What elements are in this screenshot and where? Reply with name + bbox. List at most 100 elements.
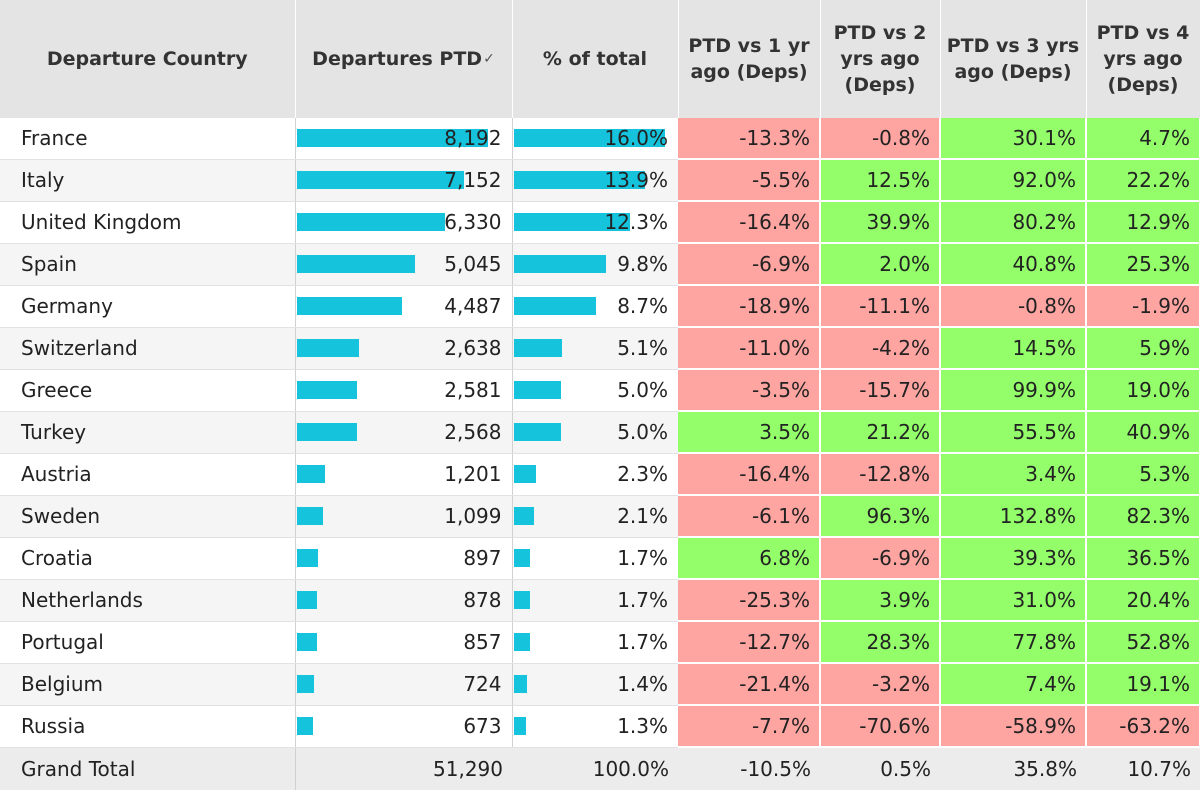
country-cell: Croatia [0, 537, 295, 580]
departures-value: 8,192 [444, 126, 502, 150]
share-value: 1.7% [617, 545, 668, 570]
share-cell: 1.7% [511, 579, 678, 622]
departures-bar [296, 338, 359, 357]
header-ptd-vs-2-yrs[interactable]: PTD vs 2 yrs ago (Deps) [820, 0, 941, 118]
sort-descending-icon[interactable]: ✓ [483, 51, 495, 67]
change-vs3-cell: 55.5% [940, 411, 1087, 454]
departures-bar [296, 170, 464, 189]
departures-value: 878 [463, 587, 502, 612]
country-cell: Netherlands [0, 579, 295, 622]
grand-total-label: Grand Total [0, 746, 296, 790]
country-cell: France [0, 118, 295, 160]
change-vs4-cell: 12.9% [1086, 201, 1200, 244]
grand-total-row: Grand Total 51,290 100.0% -10.5% 0.5% 35… [0, 746, 1200, 790]
change-vs1-cell: -7.7% [678, 705, 821, 748]
change-vs2-cell: -15.7% [820, 369, 941, 412]
share-bar [513, 632, 530, 651]
change-vs1-cell: -16.4% [678, 453, 821, 496]
change-vs2-cell: -4.2% [820, 327, 941, 370]
departures-cell: 5,045 [294, 243, 512, 286]
share-value: 12.3% [604, 209, 668, 234]
departures-cell: 6,330 [294, 201, 512, 244]
share-bar [513, 506, 534, 525]
departures-cell: 878 [294, 579, 512, 622]
share-bar [513, 464, 536, 483]
change-vs2-cell: -12.8% [820, 453, 941, 496]
share-cell: 8.7% [511, 285, 678, 328]
share-bar [513, 674, 527, 693]
share-cell: 1.7% [511, 537, 678, 580]
departures-bar [296, 590, 317, 609]
change-vs4-cell: 22.2% [1086, 159, 1200, 202]
country-cell: Sweden [0, 495, 295, 538]
change-vs4-cell: 5.3% [1086, 453, 1200, 496]
change-vs1-cell: -6.9% [678, 243, 821, 286]
share-bar [513, 548, 530, 567]
departures-cell: 2,581 [294, 369, 512, 412]
share-cell: 5.0% [511, 411, 678, 454]
header-departure-country[interactable]: Departure Country [0, 0, 296, 118]
change-vs2-cell: -70.6% [820, 705, 941, 748]
change-vs2-cell: 39.9% [820, 201, 941, 244]
change-vs2-cell: -0.8% [820, 118, 941, 160]
grand-total-vs-1-yr: -10.5% [678, 746, 820, 790]
departures-value: 5,045 [444, 251, 502, 276]
departures-value: 673 [463, 713, 502, 738]
share-value: 2.1% [617, 503, 668, 528]
country-cell: Portugal [0, 621, 295, 664]
share-bar [513, 338, 562, 357]
header-departures-ptd[interactable]: Departures PTD✓ [295, 0, 513, 118]
table-row: Russia 673 1.3% -7.7% -70.6% -58.9% -63.2% [0, 705, 1200, 748]
change-vs1-cell: -3.5% [678, 369, 821, 412]
change-vs3-cell: 77.8% [940, 621, 1087, 664]
departures-cell: 2,638 [294, 327, 512, 370]
change-vs4-cell: -1.9% [1086, 285, 1200, 328]
departures-bar [296, 716, 313, 735]
header-ptd-vs-1-yr[interactable]: PTD vs 1 yr ago (Deps) [678, 0, 821, 118]
share-bar [513, 212, 630, 231]
departures-bar [296, 464, 325, 483]
header-percent-of-total[interactable]: % of total [512, 0, 679, 118]
change-vs3-cell: 80.2% [940, 201, 1087, 244]
header-row: Departure Country Departures PTD✓ % of t… [0, 0, 1200, 118]
departures-bar [296, 674, 314, 693]
country-cell: Turkey [0, 411, 295, 454]
header-ptd-vs-3-yrs[interactable]: PTD vs 3 yrs ago (Deps) [940, 0, 1087, 118]
change-vs1-cell: -6.1% [678, 495, 821, 538]
share-bar [513, 254, 606, 273]
share-cell: 5.0% [511, 369, 678, 412]
table-row: Austria 1,201 2.3% -16.4% -12.8% 3.4% 5.3% [0, 453, 1200, 496]
table-row: Turkey 2,568 5.0% 3.5% 21.2% 55.5% 40.9% [0, 411, 1200, 454]
change-vs1-cell: -5.5% [678, 159, 821, 202]
grand-total-vs-4-yrs: 10.7% [1086, 746, 1200, 790]
share-value: 1.7% [617, 587, 668, 612]
share-cell: 16.0% [511, 118, 678, 160]
country-cell: Russia [0, 705, 295, 748]
change-vs1-cell: -16.4% [678, 201, 821, 244]
change-vs4-cell: 25.3% [1086, 243, 1200, 286]
table-row: Netherlands 878 1.7% -25.3% 3.9% 31.0% 20.4% [0, 579, 1200, 622]
departures-value: 2,581 [444, 377, 502, 402]
share-value: 9.8% [617, 251, 668, 276]
country-cell: Germany [0, 285, 295, 328]
departures-bar [296, 254, 415, 273]
share-bar [513, 129, 665, 147]
change-vs4-cell: 82.3% [1086, 495, 1200, 538]
country-cell: United Kingdom [0, 201, 295, 244]
departures-bar [296, 506, 323, 525]
header-ptd-vs-4-yrs[interactable]: PTD vs 4 yrs ago (Deps) [1086, 0, 1200, 118]
change-vs4-cell: 36.5% [1086, 537, 1200, 580]
departures-cell: 1,099 [294, 495, 512, 538]
table-row: United Kingdom 6,330 12.3% -16.4% 39.9% 80.2%… [0, 201, 1200, 244]
share-cell: 2.1% [511, 495, 678, 538]
change-vs4-cell: 19.1% [1086, 663, 1200, 706]
departures-cell: 673 [294, 705, 512, 748]
change-vs2-cell: 28.3% [820, 621, 941, 664]
change-vs4-cell: 4.7% [1086, 118, 1200, 160]
change-vs3-cell: 99.9% [940, 369, 1087, 412]
share-value: 1.4% [617, 671, 668, 696]
change-vs3-cell: -0.8% [940, 285, 1087, 328]
change-vs1-cell: -21.4% [678, 663, 821, 706]
departures-value: 1,099 [444, 503, 502, 528]
